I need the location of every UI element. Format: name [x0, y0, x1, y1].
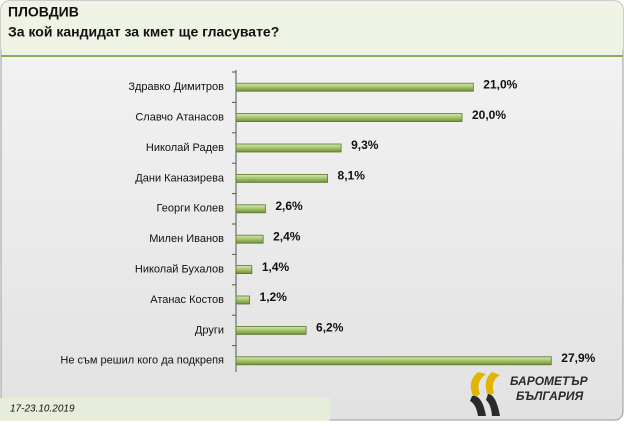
- value-label: 2,6%: [275, 199, 303, 213]
- bar: [235, 265, 253, 275]
- value-label: 8,1%: [338, 169, 366, 183]
- logo-text: БЪЛГАРИЯ: [516, 389, 583, 403]
- logo-mark: [470, 372, 500, 398]
- value-label: 20,0%: [472, 108, 506, 122]
- y-tick-label: Георги Колев: [157, 203, 225, 215]
- value-label: 1,2%: [260, 290, 288, 304]
- y-tick-label: Славчо Атанасов: [135, 112, 224, 124]
- y-tick-label: Атанас Костов: [150, 294, 224, 306]
- bar: [235, 325, 307, 335]
- value-label: 27,9%: [561, 351, 595, 365]
- y-tick-label: Не съм решил кого да подкрепя: [60, 355, 224, 367]
- y-tick-label: Николай Бухалов: [135, 264, 224, 276]
- y-tick-label: Милен Иванов: [149, 233, 224, 245]
- value-label: 9,3%: [351, 138, 379, 152]
- value-label: 21,0%: [483, 77, 517, 91]
- bar: [235, 234, 264, 244]
- bar: [235, 82, 474, 92]
- logo-mark: [470, 394, 500, 416]
- logo: БАРОМЕТЪР БЪЛГАРИЯ: [470, 372, 589, 416]
- chart-subtitle: За кой кандидат за кмет ще гласувате?: [8, 24, 279, 40]
- value-label: 1,4%: [262, 260, 290, 274]
- bar: [235, 173, 328, 183]
- bar: [235, 295, 250, 305]
- footer-band: [0, 398, 330, 421]
- logo-text: БАРОМЕТЪР: [510, 374, 589, 388]
- bar: [235, 204, 266, 214]
- value-label: 2,4%: [273, 229, 301, 243]
- y-tick-label: Други: [195, 324, 224, 336]
- value-label: 6,2%: [316, 321, 344, 335]
- bar: [235, 113, 463, 122]
- date: 17-23.10.2019: [10, 404, 75, 415]
- y-tick-label: Здравко Димитров: [128, 81, 224, 93]
- y-tick-label: Николай Радев: [146, 142, 224, 154]
- bar: [235, 356, 552, 366]
- chart-title: ПЛОВДИВ: [8, 4, 79, 20]
- y-tick-label: Дани Каназирева: [135, 172, 225, 184]
- header-band: [1, 1, 623, 56]
- bar: [235, 143, 342, 153]
